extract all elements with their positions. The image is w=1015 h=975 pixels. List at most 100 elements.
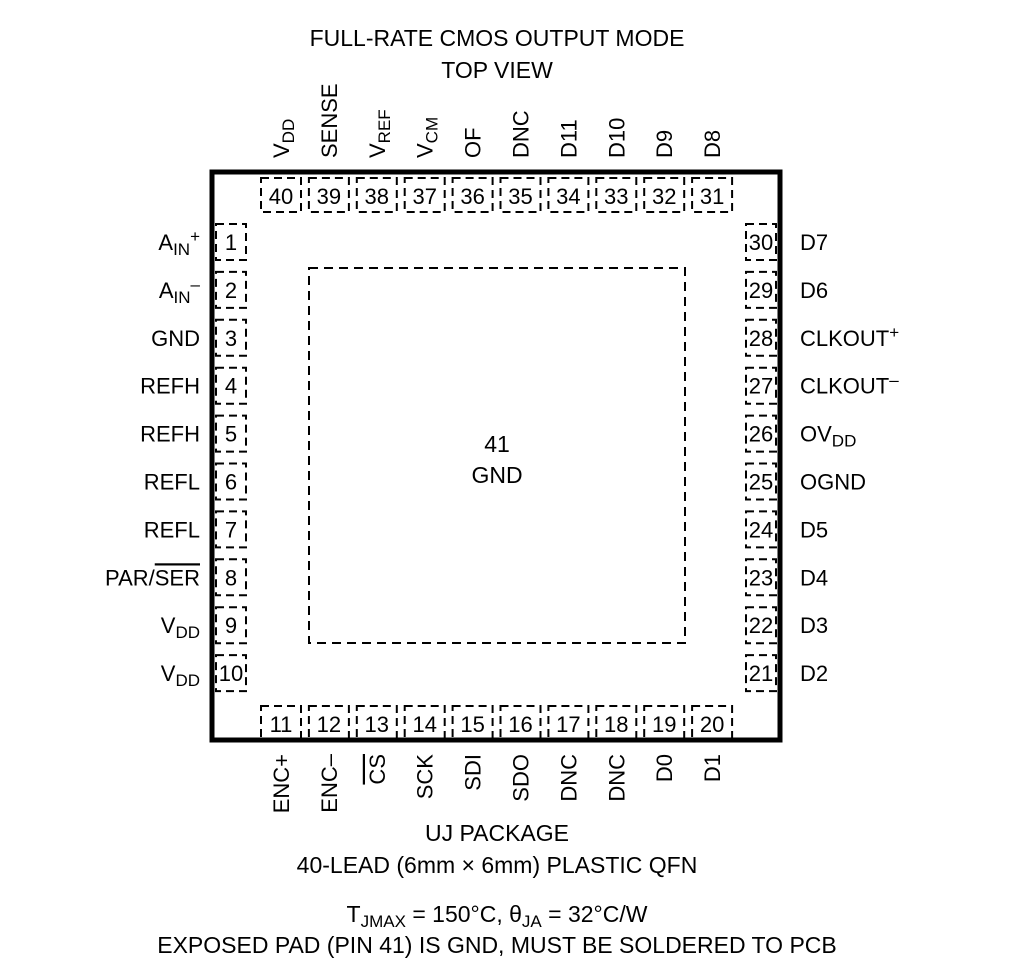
- pin-pad: [451, 705, 494, 741]
- pin-pad: [260, 705, 302, 741]
- pin-8: 8 PAR/SER: [105, 558, 247, 597]
- pin-9: 9 VDD: [161, 606, 247, 645]
- pin-number: 33: [604, 184, 628, 209]
- pin-25: 25 OGND: [745, 462, 866, 501]
- pin-number: 9: [225, 613, 237, 638]
- pin-number: 38: [365, 184, 389, 209]
- pin-number: 6: [225, 470, 237, 495]
- pin-label: DNC: [604, 754, 629, 802]
- pin-number: 22: [749, 613, 773, 638]
- exposed-pad-note: EXPOSED PAD (PIN 41) IS GND, MUST BE SOL…: [157, 932, 837, 958]
- pin-pad: [355, 177, 398, 213]
- pin-29: 29 D6: [745, 270, 828, 309]
- pin-pad: [215, 414, 247, 453]
- pin-number: 23: [749, 565, 773, 590]
- pin-38: 38 VREF: [355, 109, 398, 213]
- pin-pad: [403, 705, 446, 741]
- pin-number: 8: [225, 565, 237, 590]
- pin-pad: [691, 705, 734, 741]
- pin-label: D5: [800, 517, 828, 542]
- pin-number: 37: [412, 184, 436, 209]
- pin-22: 22 D3: [745, 606, 828, 645]
- pin-number: 13: [365, 712, 389, 737]
- pin-pad: [307, 177, 350, 213]
- pin-number: 4: [225, 374, 237, 399]
- pin-label: D3: [800, 613, 828, 638]
- pin-label: CS: [365, 754, 390, 785]
- pin-label: REFL: [144, 517, 200, 542]
- pin-label: CLKOUT+: [800, 323, 899, 351]
- pin-30: 30 D7: [745, 223, 828, 261]
- pin-number: 19: [652, 712, 676, 737]
- pin-number: 18: [604, 712, 628, 737]
- pin-label: D9: [652, 130, 677, 158]
- pin-pad: [215, 270, 247, 309]
- pin-number: 2: [225, 278, 237, 303]
- pin-number: 10: [219, 661, 243, 686]
- pin-number: 39: [317, 184, 341, 209]
- pin-label: SDI: [461, 754, 486, 791]
- pin-13: 13 CS: [355, 705, 398, 785]
- pin-17: 17 DNC: [547, 705, 590, 802]
- pin-label: AIN+: [158, 227, 200, 259]
- pin-pad: [745, 414, 777, 453]
- pin-pad: [215, 318, 247, 357]
- pin-pad: [215, 654, 247, 693]
- pin-label: SDO: [509, 754, 534, 802]
- pin-7: 7 REFL: [144, 510, 247, 549]
- pin-23: 23 D4: [745, 558, 828, 597]
- pin-1: 1 AIN+: [158, 223, 247, 261]
- pin-label: REFH: [140, 374, 200, 399]
- pin-label: REFH: [140, 422, 200, 447]
- pin-number: 14: [412, 712, 436, 737]
- pin-label: D11: [556, 119, 581, 158]
- package-outline: [209, 169, 783, 743]
- pin-label: PAR/SER: [105, 565, 200, 590]
- pin-27: 27 CLKOUT–: [745, 366, 899, 405]
- pin-pad: [745, 654, 777, 693]
- title-line-1: FULL-RATE CMOS OUTPUT MODE: [310, 25, 685, 51]
- pin-number: 17: [556, 712, 580, 737]
- pin-14: 14 SCK: [403, 705, 446, 799]
- pin-31: 31 D8: [691, 130, 734, 213]
- pin-number: 36: [460, 184, 484, 209]
- pin-label: D4: [800, 565, 828, 590]
- pin-number: 15: [460, 712, 484, 737]
- pin-label: VDD: [269, 119, 298, 158]
- pin-number: 27: [749, 374, 773, 399]
- pin-number: 24: [749, 517, 773, 542]
- pin-number: 5: [225, 422, 237, 447]
- pin-label: REFL: [144, 470, 200, 495]
- pin-number: 30: [749, 230, 773, 255]
- pin-pad: [745, 318, 777, 357]
- pin-number: 26: [749, 422, 773, 447]
- pin-label: OVDD: [800, 422, 856, 451]
- pin-label: D8: [700, 130, 725, 158]
- pin-18: 18 DNC: [595, 705, 638, 802]
- pin-pad: [499, 705, 542, 741]
- pin-pad: [643, 705, 686, 741]
- pin-number: 16: [508, 712, 532, 737]
- package-description: 40-LEAD (6mm × 6mm) PLASTIC QFN: [297, 852, 698, 878]
- pin-label: OF: [461, 127, 486, 158]
- package-name: UJ PACKAGE: [425, 820, 569, 846]
- pin-label: D10: [604, 118, 629, 158]
- pin-pad: [745, 462, 777, 501]
- pin-number: 12: [317, 712, 341, 737]
- pin-label: CLKOUT–: [800, 371, 899, 399]
- pin-label: VDD: [161, 661, 200, 690]
- pin-6: 6 REFL: [144, 462, 247, 501]
- pin-12: 12 ENC–: [307, 705, 350, 813]
- pin-24: 24 D5: [745, 510, 828, 549]
- pin-3: 3 GND: [151, 318, 247, 357]
- pin-label: D1: [700, 754, 725, 782]
- pin-pad: [215, 462, 247, 501]
- pin-label: D6: [800, 278, 828, 303]
- pin-pad: [745, 366, 777, 405]
- pin-39: 39 SENSE: [307, 83, 350, 213]
- pin-label: D7: [800, 230, 828, 255]
- pin-label: DNC: [556, 754, 581, 802]
- exposed-pad-number: 41: [484, 431, 510, 457]
- pin-label: VREF: [365, 109, 394, 158]
- pin-number: 31: [700, 184, 724, 209]
